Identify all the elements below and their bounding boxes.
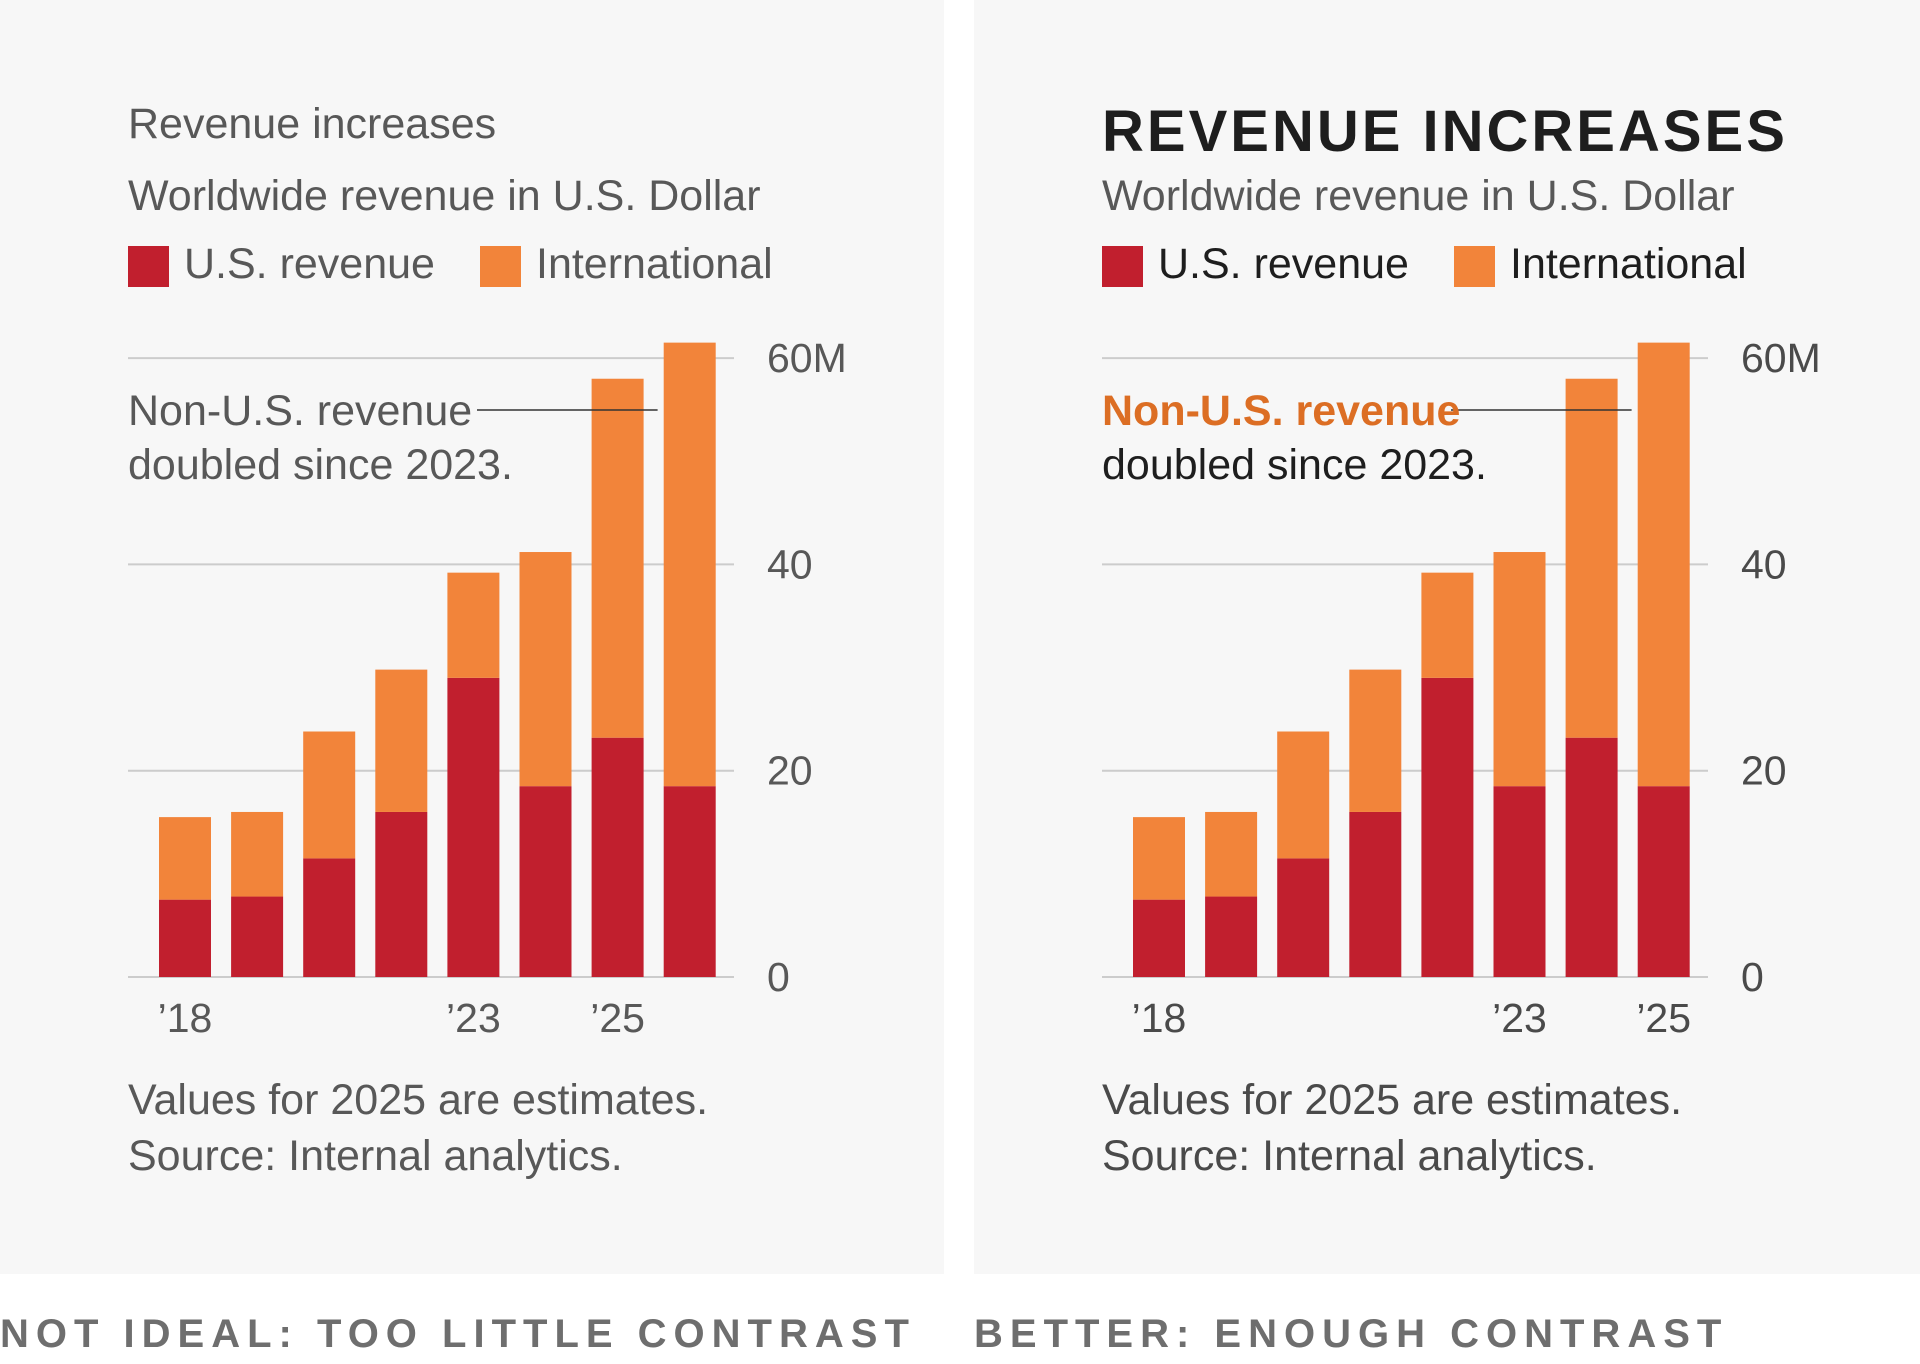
stacked-bar-chart: 0 20 40 60M ’18 ’23 ’25 — [128, 335, 847, 1040]
bar-us-revenue — [1637, 786, 1690, 977]
legend-swatch-international — [480, 246, 521, 287]
bar-us-revenue — [519, 786, 572, 977]
bar-us-revenue — [303, 858, 356, 977]
bar-international — [1637, 342, 1690, 787]
y-tick-label: 20 — [767, 748, 813, 794]
bar-international — [303, 731, 356, 859]
bar-us-revenue — [1133, 899, 1185, 977]
x-tick-label: ’23 — [1492, 995, 1547, 1040]
bar-international — [591, 378, 644, 738]
chart-title: REVENUE INCREASES — [1102, 99, 1788, 164]
bar-us-revenue — [447, 677, 500, 977]
bar-us-revenue — [663, 786, 716, 977]
y-tick-label: 40 — [1741, 541, 1787, 587]
chart-footer: Values for 2025 are estimates. Source: I… — [1102, 1072, 1682, 1184]
bar-us-revenue — [231, 896, 284, 977]
bar-international — [231, 811, 284, 897]
x-tick-label: ’25 — [590, 995, 645, 1040]
bar-international — [1565, 378, 1618, 738]
bar-us-revenue — [1277, 858, 1330, 977]
bar-international — [375, 669, 428, 812]
x-tick-label: ’18 — [158, 995, 213, 1040]
footer-note: Values for 2025 are estimates. — [1102, 1076, 1683, 1124]
bar-us-revenue — [1421, 677, 1474, 977]
footer-source: Source: Internal analytics. — [128, 1132, 623, 1180]
legend: U.S. revenue International — [1102, 240, 1862, 290]
bar-us-revenue — [591, 737, 644, 977]
bar-international — [1277, 731, 1330, 859]
stacked-bar-chart: 0 20 40 60M ’18 ’23 ’25 — [1102, 335, 1821, 1040]
bar-us-revenue — [1349, 811, 1402, 977]
annotation-line-2: doubled since 2023. — [128, 441, 513, 489]
y-tick-label: 60M — [767, 335, 847, 381]
chart-subtitle: Worldwide revenue in U.S. Dollar — [128, 172, 761, 220]
annotation-line-2: doubled since 2023. — [1102, 441, 1487, 489]
footer-note: Values for 2025 are estimates. — [128, 1076, 709, 1124]
bar-us-revenue — [1205, 896, 1258, 977]
bar-us-revenue — [159, 899, 211, 977]
footer-source: Source: Internal analytics. — [1102, 1132, 1597, 1180]
bar-international — [1205, 811, 1258, 897]
legend-label-international: International — [536, 240, 773, 288]
chart-panel-enough-contrast: REVENUE INCREASES Worldwide revenue in U… — [974, 0, 1920, 1274]
bar-international — [447, 572, 500, 678]
x-tick-label: ’25 — [1636, 995, 1691, 1040]
bar-international — [663, 342, 716, 787]
bar-us-revenue — [1493, 786, 1546, 977]
y-tick-label: 0 — [1741, 954, 1764, 1000]
y-tick-label: 0 — [767, 954, 790, 1000]
bar-us-revenue — [1565, 737, 1618, 977]
legend-swatch-international — [1454, 246, 1495, 287]
chart-title: Revenue increases — [128, 100, 497, 148]
annotation-line-1: Non-U.S. revenue — [128, 387, 473, 435]
y-tick-label: 40 — [767, 541, 813, 587]
x-tick-label: ’18 — [1132, 995, 1187, 1040]
bar-international — [159, 817, 211, 900]
legend-swatch-us — [128, 246, 169, 287]
annotation-highlight: Non-U.S. revenue — [1102, 387, 1461, 435]
bar-international — [1493, 552, 1546, 787]
legend-label-us: U.S. revenue — [1158, 240, 1409, 288]
bar-us-revenue — [375, 811, 428, 977]
caption-not-ideal: NOT IDEAL: TOO LITTLE CONTRAST — [0, 1312, 916, 1356]
bar-international — [1349, 669, 1402, 812]
chart-annotation: Non-U.S. revenue doubled since 2023. — [128, 384, 513, 492]
y-tick-label: 20 — [1741, 748, 1787, 794]
legend-label-international: International — [1510, 240, 1747, 288]
chart-footer: Values for 2025 are estimates. Source: I… — [128, 1072, 708, 1184]
bar-international — [1133, 817, 1185, 900]
legend-swatch-us — [1102, 246, 1143, 287]
chart-annotation: Non-U.S. revenue doubled since 2023. — [1102, 384, 1487, 492]
bar-international — [1421, 572, 1474, 678]
x-tick-label: ’23 — [446, 995, 501, 1040]
y-tick-label: 60M — [1741, 335, 1821, 381]
legend: U.S. revenue International — [128, 240, 888, 290]
caption-better: BETTER: ENOUGH CONTRAST — [974, 1312, 1729, 1356]
legend-label-us: U.S. revenue — [184, 240, 435, 288]
chart-subtitle: Worldwide revenue in U.S. Dollar — [1102, 172, 1735, 220]
chart-panel-low-contrast: Revenue increases Worldwide revenue in U… — [0, 0, 944, 1274]
bar-international — [519, 552, 572, 787]
